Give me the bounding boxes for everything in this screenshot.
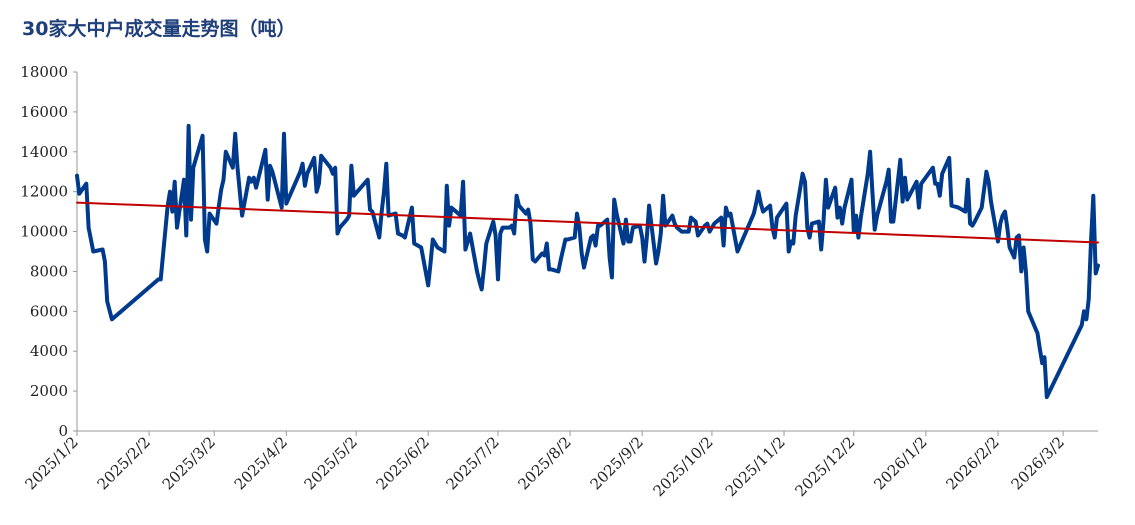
x-tick-label: 2025/10/2 xyxy=(650,433,717,500)
x-tick-label: 2026/1/2 xyxy=(870,433,930,493)
y-tick-label: 18000 xyxy=(20,63,68,81)
y-tick-label: 2000 xyxy=(30,382,68,400)
x-tick-label: 2026/3/2 xyxy=(1008,433,1068,493)
series-line xyxy=(75,123,1100,400)
chart-title: 30家大中户成交量走势图（吨） xyxy=(22,18,296,40)
y-tick-label: 16000 xyxy=(20,103,68,121)
x-tick-label: 2025/12/2 xyxy=(792,433,859,500)
y-tick-label: 10000 xyxy=(20,223,68,241)
x-tick-label: 2025/9/2 xyxy=(587,433,647,493)
x-tick-label: 2025/6/2 xyxy=(373,433,433,493)
y-tick-label: 14000 xyxy=(20,143,68,161)
y-tick-label: 0 xyxy=(58,422,68,440)
y-tick-label: 12000 xyxy=(20,183,68,201)
x-tick-label: 2025/11/2 xyxy=(722,433,789,500)
x-tick-label: 2025/5/2 xyxy=(301,433,361,493)
x-tick-label: 2025/1/2 xyxy=(21,433,81,493)
x-tick-label: 2025/7/2 xyxy=(442,433,502,493)
y-tick-label: 4000 xyxy=(30,342,68,360)
y-tick-label: 6000 xyxy=(30,302,68,320)
x-tick-label: 2025/4/2 xyxy=(231,433,291,493)
x-tick-label: 2025/2/2 xyxy=(94,433,154,493)
trend-line xyxy=(76,201,1099,244)
x-tick-label: 2025/3/2 xyxy=(159,433,219,493)
x-tick-label: 2025/8/2 xyxy=(515,433,575,493)
x-tick-label: 2026/2/2 xyxy=(942,433,1002,493)
y-tick-label: 8000 xyxy=(30,262,68,280)
